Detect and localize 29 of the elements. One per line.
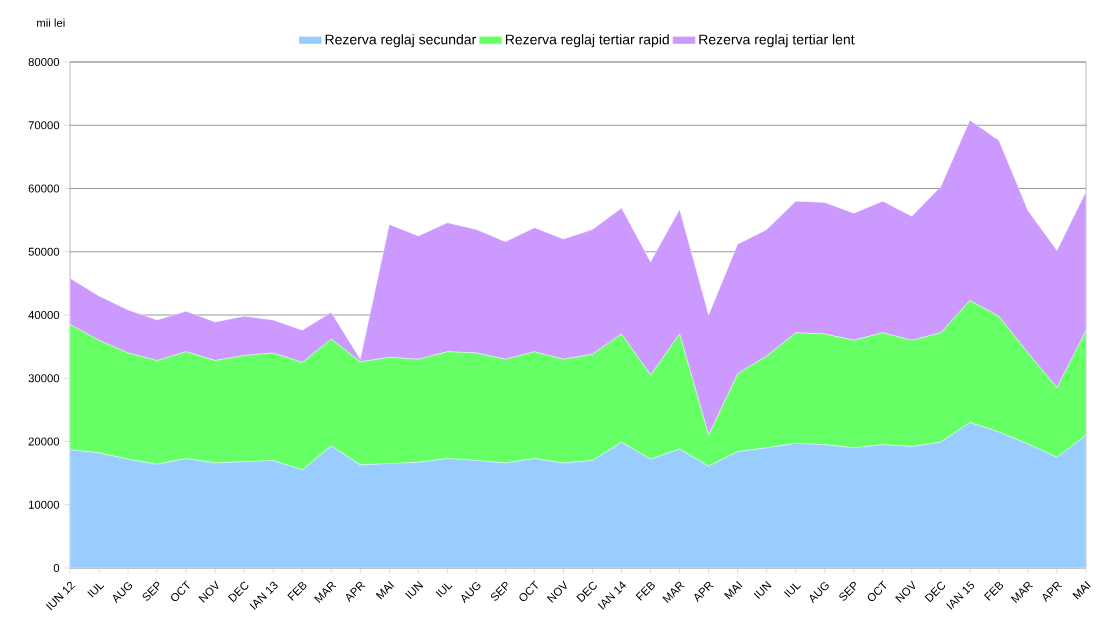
- legend-label: Rezerva reglaj tertiar lent: [699, 34, 855, 48]
- x-tick-label: MAI: [375, 581, 395, 600]
- y-tick-label: 10000: [28, 500, 60, 509]
- y-tick-label: 30000: [28, 374, 60, 383]
- x-tick-label: IAN 13: [249, 581, 278, 610]
- x-tick-label: IUN: [405, 581, 424, 599]
- y-tick-label: 40000: [28, 311, 60, 320]
- y-tick-label: 0: [53, 564, 60, 573]
- x-tick-label: IUN 12: [45, 581, 76, 611]
- x-tick-label: FEB: [635, 581, 655, 601]
- x-tick-label: IAN 14: [597, 581, 627, 610]
- y-axis-title: mii lei: [37, 18, 65, 27]
- x-tick-label: IAN 15: [946, 581, 975, 610]
- y-tick-label: 80000: [28, 58, 60, 67]
- x-tick-label: MAI: [1072, 581, 1091, 600]
- y-tick-label: 50000: [28, 247, 60, 256]
- y-tick-label: 60000: [28, 184, 60, 193]
- x-tick-label: IUL: [435, 583, 453, 598]
- x-tick-label: IUL: [783, 583, 801, 598]
- y-tick-label: 20000: [28, 437, 60, 446]
- y-tick-label: 70000: [28, 121, 60, 130]
- x-tick-label: SEP: [490, 581, 508, 601]
- x-tick-label: IUL: [87, 583, 105, 598]
- legend-label: Rezerva reglaj secundar: [325, 34, 477, 48]
- x-tick-label: FEB: [287, 581, 307, 601]
- legend-label: Rezerva reglaj tertiar rapid: [505, 34, 669, 48]
- x-tick-label: FEB: [983, 581, 1004, 601]
- x-tick-label: MAI: [724, 581, 743, 600]
- x-tick-label: IUN: [753, 581, 772, 599]
